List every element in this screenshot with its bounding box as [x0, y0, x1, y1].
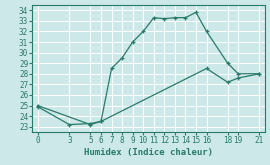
X-axis label: Humidex (Indice chaleur): Humidex (Indice chaleur) — [84, 148, 213, 157]
